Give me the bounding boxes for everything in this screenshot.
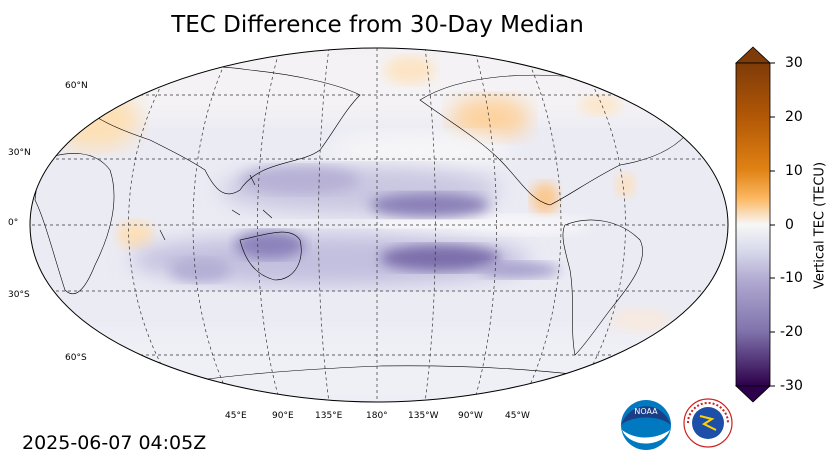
lon-label-45w: 45°W [505, 411, 530, 421]
colorbar-tick-30: 30 [785, 55, 803, 71]
timestamp: 2025-06-07 04:05Z [22, 432, 207, 454]
noaa-logo-text: NOAA [634, 407, 658, 416]
nws-logo [683, 398, 733, 448]
colorbar-extend-max [734, 46, 772, 64]
lat-label-0: 0° [8, 218, 18, 228]
colorbar-extend-min [734, 385, 772, 403]
colorbar-tick-neg20: -20 [780, 324, 803, 340]
colorbar-tick-20: 20 [785, 109, 803, 125]
positive-anomaly-central-america [531, 182, 559, 214]
noaa-logo: NOAA [621, 400, 671, 450]
positive-anomaly-europe [50, 90, 140, 150]
negative-anomaly-south-band [380, 245, 500, 271]
lat-label-30n: 30°N [8, 148, 31, 158]
globe-outline [29, 47, 729, 403]
colorbar-gradient [735, 62, 771, 387]
lon-label-45e: 45°E [225, 411, 247, 421]
lon-label-90e: 90°E [272, 411, 294, 421]
lon-label-90w: 90°W [458, 411, 483, 421]
lat-label-30s: 30°S [8, 290, 30, 300]
lon-label-135e: 135°E [315, 411, 343, 421]
colorbar-tick-0: 0 [785, 217, 794, 233]
colorbar-tick-neg10: -10 [780, 270, 803, 286]
colorbar-tick-neg30: -30 [780, 378, 803, 394]
lat-label-60n: 60°N [65, 81, 88, 91]
positive-anomaly-north-america [450, 96, 530, 140]
negative-anomaly-north-band [370, 193, 490, 217]
lon-label-180: 180° [366, 411, 388, 421]
colorbar-label: Vertical TEC (TECU) [812, 161, 828, 290]
lat-label-60s: 60°S [65, 353, 87, 363]
colorbar [734, 46, 775, 403]
map-title: TEC Difference from 30-Day Median [171, 12, 584, 38]
lon-label-135w: 135°W [408, 411, 439, 421]
colorbar-tick-10: 10 [785, 163, 803, 179]
